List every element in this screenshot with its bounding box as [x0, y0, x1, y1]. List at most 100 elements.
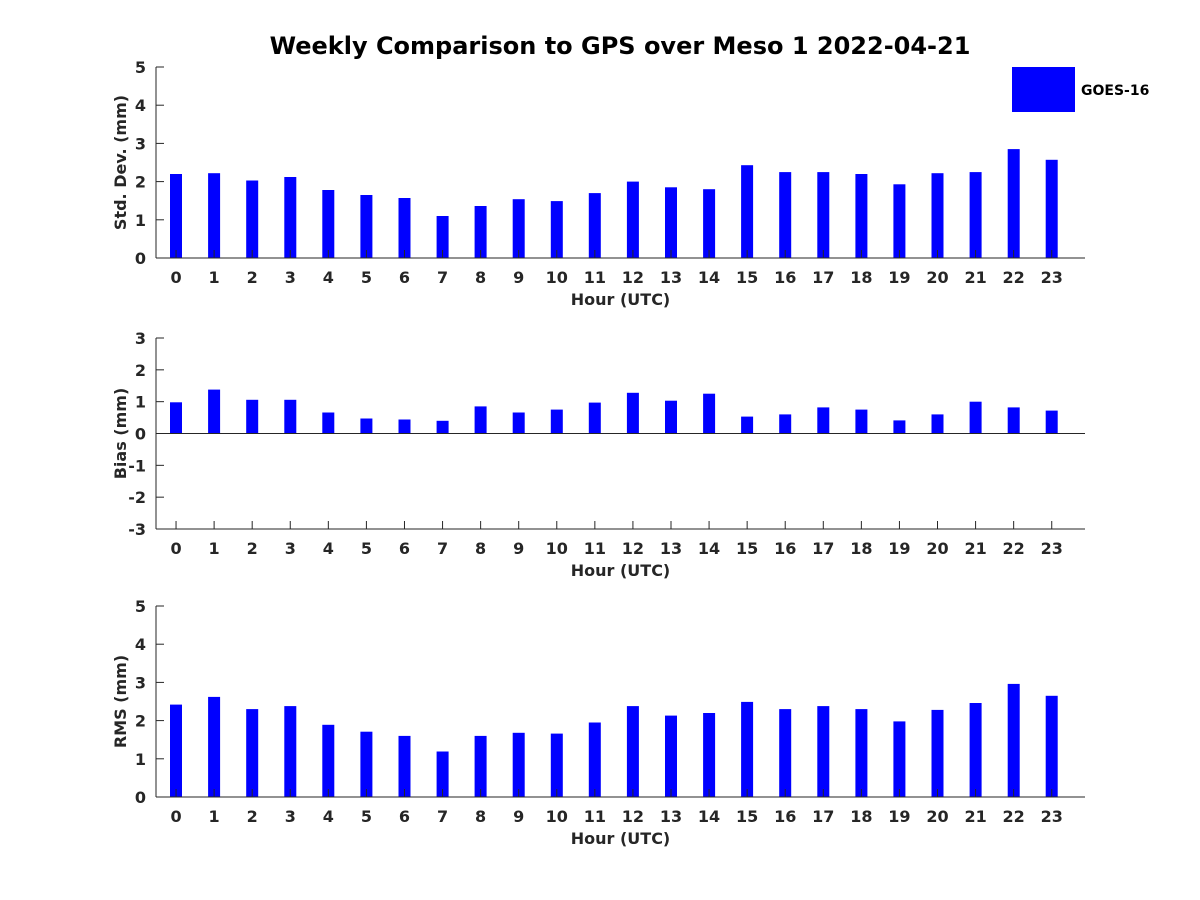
x-tick-label: 11	[584, 807, 606, 826]
x-tick-label: 4	[323, 268, 334, 287]
x-tick-label: 6	[399, 539, 410, 558]
x-tick-label: 8	[475, 539, 486, 558]
bar-bias-hour-4	[322, 412, 335, 434]
x-tick-label: 3	[285, 807, 296, 826]
x-axis-label: Hour (UTC)	[571, 829, 671, 848]
bar-rms-hour-16	[779, 709, 792, 797]
bar-rms-hour-13	[665, 715, 677, 797]
bar-bias-hour-18	[855, 409, 868, 434]
x-tick-label: 12	[622, 539, 644, 558]
x-tick-label: 12	[622, 807, 644, 826]
bar-rms-hour-5	[360, 731, 373, 797]
bar-std-dev-hour-10	[550, 201, 563, 258]
x-tick-label: 14	[698, 807, 720, 826]
y-axis-label: RMS (mm)	[111, 655, 130, 748]
x-tick-label: 0	[170, 268, 181, 287]
bar-bias-hour-9	[512, 412, 525, 434]
y-tick-label: -1	[128, 456, 146, 475]
x-tick-label: 15	[736, 807, 758, 826]
bar-rms-hour-8	[474, 735, 487, 797]
x-tick-label: 0	[170, 807, 181, 826]
x-tick-label: 14	[698, 539, 720, 558]
bar-std-dev-hour-4	[322, 190, 335, 258]
bar-std-dev-hour-11	[588, 193, 601, 258]
x-tick-label: 6	[399, 268, 410, 287]
x-tick-label: 19	[888, 539, 910, 558]
bar-bias-hour-6	[398, 419, 411, 434]
y-tick-label: -2	[128, 488, 146, 507]
x-tick-label: 9	[513, 268, 524, 287]
x-tick-label: 12	[622, 268, 644, 287]
x-tick-label: 23	[1041, 268, 1063, 287]
y-axis-label: Bias (mm)	[111, 388, 130, 480]
bar-rms-hour-6	[398, 735, 411, 797]
bar-std-dev-hour-12	[626, 181, 639, 258]
bar-rms-hour-18	[855, 709, 868, 797]
bar-bias-hour-12	[626, 392, 639, 434]
x-tick-label: 1	[209, 807, 220, 826]
chart-title: Weekly Comparison to GPS over Meso 1 202…	[270, 32, 971, 60]
bar-std-dev-hour-3	[284, 177, 297, 258]
x-tick-label: 22	[1003, 807, 1025, 826]
y-tick-label: 0	[135, 249, 146, 268]
y-tick-label: 4	[135, 635, 146, 654]
x-tick-label: 0	[170, 539, 181, 558]
bar-rms-hour-22	[1007, 683, 1020, 797]
bar-std-dev-hour-0	[170, 174, 182, 258]
legend: GOES-16	[1012, 67, 1149, 112]
x-tick-label: 16	[774, 807, 796, 826]
x-tick-label: 13	[660, 539, 682, 558]
bar-rms-hour-11	[588, 722, 601, 797]
x-tick-label: 19	[888, 807, 910, 826]
y-tick-label: 3	[135, 673, 146, 692]
bar-bias-hour-1	[208, 389, 221, 434]
bar-bias-hour-10	[550, 409, 563, 434]
x-tick-label: 13	[660, 807, 682, 826]
bar-bias-hour-16	[779, 414, 792, 434]
x-tick-label: 4	[323, 539, 334, 558]
x-tick-label: 1	[209, 268, 220, 287]
x-tick-label: 10	[546, 268, 568, 287]
bar-bias-hour-2	[246, 399, 259, 434]
bar-rms-hour-12	[626, 706, 639, 797]
bar-std-dev-hour-8	[474, 206, 487, 258]
y-tick-label: 5	[135, 597, 146, 616]
bar-bias-hour-15	[741, 416, 754, 434]
y-tick-label: 1	[135, 393, 146, 412]
bar-std-dev-hour-2	[246, 180, 259, 258]
x-tick-label: 16	[774, 539, 796, 558]
x-tick-label: 20	[926, 268, 948, 287]
x-tick-label: 21	[964, 268, 986, 287]
x-tick-label: 16	[774, 268, 796, 287]
y-tick-label: 2	[135, 173, 146, 192]
y-tick-label: -3	[128, 520, 146, 539]
x-tick-label: 7	[437, 807, 448, 826]
x-tick-label: 9	[513, 539, 524, 558]
x-tick-label: 8	[475, 268, 486, 287]
bar-std-dev-hour-7	[436, 216, 449, 258]
y-tick-label: 1	[135, 211, 146, 230]
x-tick-label: 5	[361, 539, 372, 558]
x-tick-label: 2	[247, 807, 258, 826]
bar-bias-hour-19	[893, 420, 906, 434]
bar-std-dev-hour-19	[893, 184, 906, 258]
y-tick-label: 3	[135, 134, 146, 153]
x-axis-label: Hour (UTC)	[571, 561, 671, 580]
bar-rms-hour-7	[436, 751, 449, 797]
x-tick-label: 5	[361, 807, 372, 826]
x-tick-label: 10	[546, 539, 568, 558]
bar-bias-hour-14	[703, 393, 716, 434]
x-tick-label: 7	[437, 539, 448, 558]
bar-rms-hour-2	[246, 709, 259, 797]
x-tick-label: 7	[437, 268, 448, 287]
bar-rms-hour-10	[550, 733, 563, 797]
bar-std-dev-hour-14	[703, 189, 716, 258]
x-axis-label: Hour (UTC)	[571, 290, 671, 309]
bar-bias-hour-22	[1007, 407, 1020, 434]
bar-std-dev-hour-1	[208, 173, 221, 258]
y-tick-label: 2	[135, 361, 146, 380]
x-tick-label: 5	[361, 268, 372, 287]
